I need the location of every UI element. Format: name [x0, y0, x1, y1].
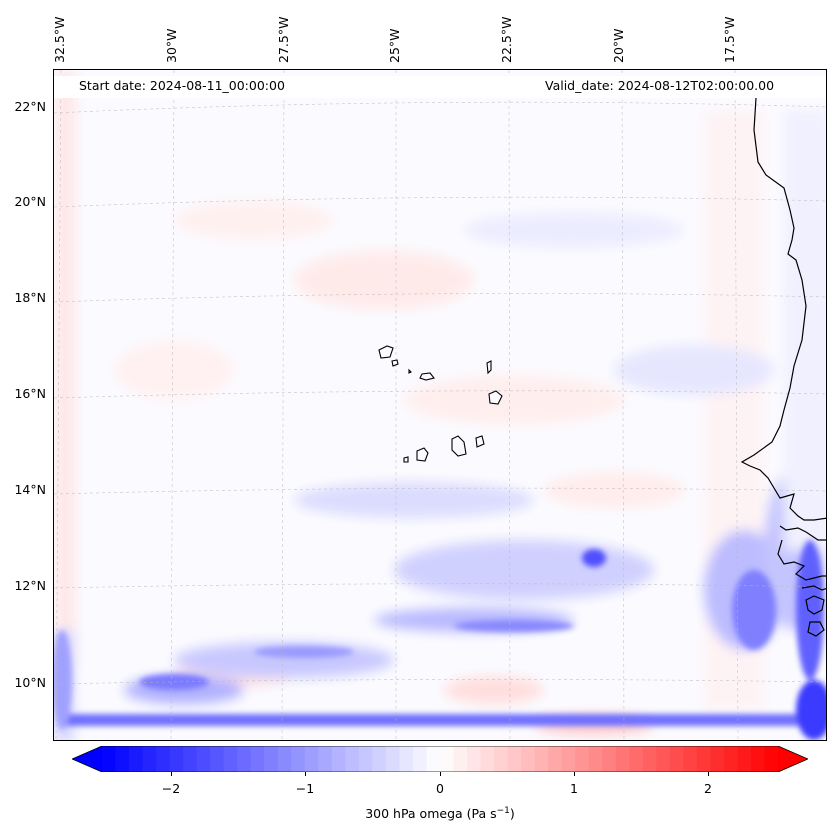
- colorbar-cell: [615, 746, 630, 772]
- colorbar-cell: [764, 746, 779, 772]
- colorbar-cell: [507, 746, 522, 772]
- colorbar-cells: [72, 746, 808, 772]
- colorbar-cell: [710, 746, 725, 772]
- colorbar-cell: [210, 746, 225, 772]
- lat-label: 12°N: [14, 578, 46, 593]
- colorbar-tick: [171, 772, 172, 776]
- colorbar-cell: [737, 746, 752, 772]
- islands: [378, 345, 503, 463]
- colorbar-extend-min: [72, 746, 102, 772]
- colorbar-cell: [683, 746, 698, 772]
- colorbar-cell: [723, 746, 739, 772]
- lon-label: 20°W: [611, 28, 626, 63]
- lat-label: 10°N: [14, 675, 46, 690]
- colorbar-cell: [196, 746, 211, 772]
- lon-label: 25°W: [387, 28, 402, 63]
- lat-label: 22°N: [14, 99, 46, 114]
- colorbar-title: 300 hPa omega (Pa s−1): [0, 806, 837, 821]
- colorbar-title-exponent: −1: [496, 806, 510, 816]
- colorbar-tick-label: 2: [704, 781, 712, 796]
- colorbar-cell: [696, 746, 711, 772]
- start-date-label: Start date: 2024-08-11_00:00:00: [79, 78, 285, 93]
- colorbar-tick: [708, 772, 709, 776]
- colorbar-cell: [494, 746, 509, 772]
- colorbar-title-tail: ): [509, 806, 515, 822]
- colorbar-cell: [480, 746, 495, 772]
- colorbar-cell: [291, 746, 306, 772]
- lon-label: 27.5°W: [276, 16, 291, 63]
- coastline: [740, 97, 826, 637]
- colorbar-cell: [237, 746, 252, 772]
- colorbar-tick: [305, 772, 306, 776]
- colorbar-cell: [534, 746, 549, 772]
- colorbar-cell: [642, 746, 657, 772]
- colorbar-cell: [385, 746, 401, 772]
- colorbar-cell: [372, 746, 387, 772]
- map-panel: [53, 69, 827, 741]
- gridlines: [54, 70, 826, 740]
- colorbar-tick-label: −1: [295, 781, 315, 796]
- lon-label: 32.5°W: [52, 16, 67, 63]
- colorbar-cell: [156, 746, 171, 772]
- colorbar-cell: [345, 746, 360, 772]
- colorbar-cell: [629, 746, 644, 772]
- colorbar-cell: [750, 746, 766, 772]
- lat-label: 14°N: [14, 482, 46, 497]
- colorbar-cell: [277, 746, 292, 772]
- colorbar-cell: [575, 746, 590, 772]
- colorbar-tick-label: 1: [570, 781, 578, 796]
- colorbar-cell: [588, 746, 603, 772]
- lon-label: 22.5°W: [499, 16, 514, 63]
- lon-label: 30°W: [164, 28, 179, 63]
- colorbar-cell: [669, 746, 684, 772]
- colorbar-cell: [561, 746, 576, 772]
- colorbar-cell: [102, 746, 117, 772]
- omega-field-map: [54, 70, 826, 740]
- colorbar-cell: [358, 746, 373, 772]
- colorbar-cell: [440, 746, 455, 772]
- colorbar-cell: [223, 746, 238, 772]
- colorbar-tick: [574, 772, 575, 776]
- omega-field: [54, 70, 826, 740]
- colorbar-cell: [318, 746, 333, 772]
- lat-label: 16°N: [14, 386, 46, 401]
- colorbar-cell: [602, 746, 617, 772]
- colorbar-cell: [548, 746, 563, 772]
- colorbar-cell: [412, 746, 428, 772]
- colorbar-cell: [467, 746, 482, 772]
- colorbar-title-main: 300 hPa omega (Pa s: [365, 806, 497, 822]
- colorbar-cell: [656, 746, 671, 772]
- colorbar-cell: [304, 746, 319, 772]
- colorbar-tick-label: 0: [436, 781, 444, 796]
- lat-label: 18°N: [14, 290, 46, 305]
- valid-date-label: Valid_date: 2024-08-12T02:00:00.00: [545, 78, 775, 93]
- colorbar-cell: [129, 746, 144, 772]
- colorbar-cell: [183, 746, 198, 772]
- colorbar-extend-max: [778, 746, 808, 772]
- colorbar-cell: [142, 746, 157, 772]
- omega-field-strong: [54, 540, 826, 740]
- colorbar-cell: [399, 746, 414, 772]
- colorbar-cell: [250, 746, 265, 772]
- lat-label: 20°N: [14, 194, 46, 209]
- colorbar: [72, 746, 808, 772]
- colorbar-cell: [264, 746, 279, 772]
- colorbar-tick-label: −2: [161, 781, 181, 796]
- lon-label: 17.5°W: [722, 16, 737, 63]
- colorbar-cell: [115, 746, 130, 772]
- colorbar-tick: [440, 772, 441, 776]
- colorbar-cell: [331, 746, 346, 772]
- colorbar-cell: [453, 746, 468, 772]
- colorbar-cell: [426, 746, 441, 772]
- colorbar-cell: [169, 746, 184, 772]
- colorbar-cell: [521, 746, 536, 772]
